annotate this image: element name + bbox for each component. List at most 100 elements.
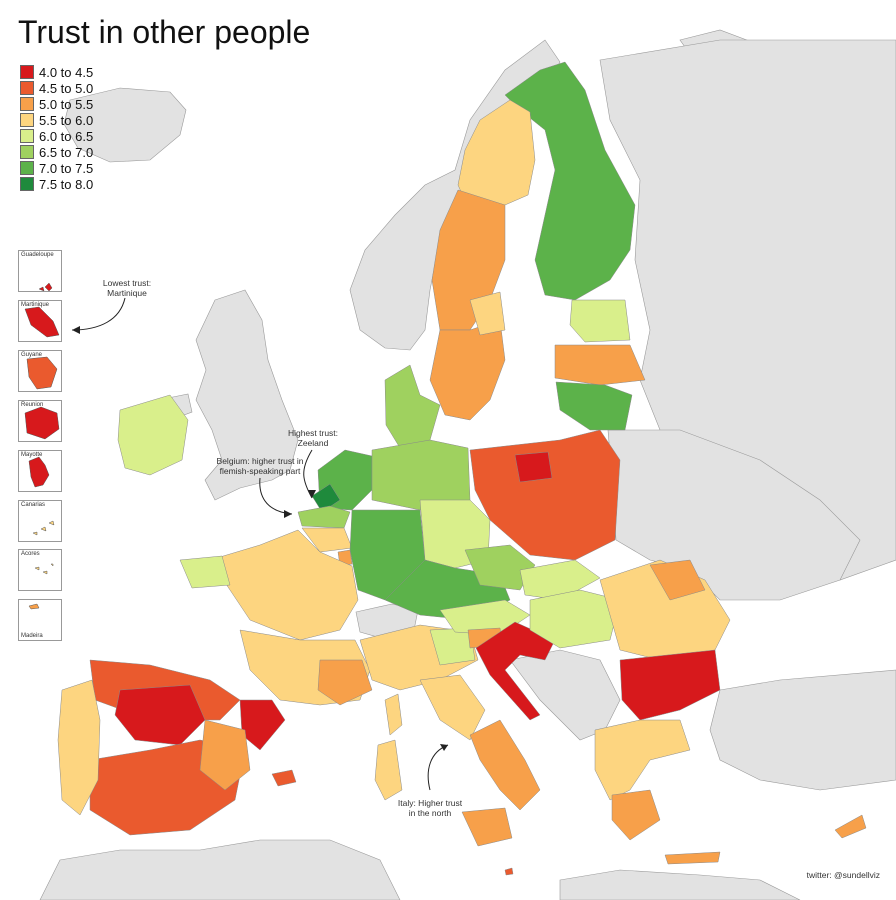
credit: twitter: @sundellviz	[806, 870, 880, 880]
arrow-italy	[427, 744, 449, 791]
sweden-south	[429, 319, 506, 421]
denmark	[384, 364, 441, 449]
inset-label: Guadeloupe	[21, 252, 54, 258]
great-britain	[195, 289, 299, 501]
legend-label: 6.5 to 7.0	[39, 144, 94, 160]
poland	[469, 429, 621, 561]
legend-item: 4.5 to 5.0	[20, 80, 93, 96]
inset-guyane: Guyane	[18, 350, 62, 392]
romania-east	[649, 559, 706, 601]
arrow-heads	[72, 326, 448, 751]
inset-label: Guyane	[21, 352, 43, 358]
arrow-lowest	[71, 297, 126, 331]
ireland	[117, 394, 189, 476]
turkey	[709, 669, 896, 791]
legend: 4.0 to 4.5 4.5 to 5.0 5.0 to 5.5 5.5 to 6.0…	[20, 64, 93, 192]
arrowhead-lowest	[72, 326, 80, 334]
legend-label: 5.0 to 5.5	[39, 96, 94, 112]
italy-south	[469, 719, 541, 811]
spain-east	[199, 719, 251, 791]
finland	[504, 61, 636, 301]
arrowhead-highest	[308, 490, 316, 498]
arrowhead-belgium	[284, 510, 292, 518]
legend-item: 6.0 to 6.5	[20, 128, 93, 144]
legend-item: 6.5 to 7.0	[20, 144, 93, 160]
inset-mayotte: Mayotte	[18, 450, 62, 492]
cyprus	[834, 814, 867, 839]
legend-swatch	[20, 161, 34, 175]
inset-canarias: Canarias	[18, 500, 62, 542]
inset-region	[34, 563, 54, 575]
inset-region	[32, 520, 55, 536]
bretagne	[179, 555, 231, 589]
balkans	[509, 649, 621, 741]
malta	[504, 867, 514, 876]
sicily	[461, 807, 513, 847]
legend-item: 4.0 to 4.5	[20, 64, 93, 80]
greece	[594, 719, 691, 801]
inset-guadeloupe: Guadeloupe	[18, 250, 62, 292]
north-africa-east	[559, 869, 801, 900]
inset-shape	[28, 456, 50, 488]
legend-label: 7.5 to 8.0	[39, 176, 94, 192]
legend-label: 6.0 to 6.5	[39, 128, 94, 144]
legend-swatch	[20, 97, 34, 111]
bulgaria	[619, 649, 721, 721]
iceland	[63, 87, 187, 163]
inset-reunion: Reunion	[18, 400, 62, 442]
italy-center	[419, 674, 486, 741]
legend-swatch	[20, 145, 34, 159]
germany-north	[371, 439, 471, 511]
inset-label: Canarias	[21, 502, 46, 508]
sardinia	[374, 739, 403, 801]
greece-south	[611, 789, 661, 841]
inset-madeira: Madeira	[18, 599, 62, 641]
belgium-flanders	[297, 505, 351, 529]
ukraine-belarus	[607, 429, 861, 601]
france-southeast	[317, 659, 373, 706]
legend-swatch	[20, 177, 34, 191]
stockholm	[469, 291, 506, 336]
sweden-north	[457, 99, 536, 213]
inset-label: Martinique	[21, 302, 50, 308]
annotation-belgium: Belgium: higher trust in flemish-speakin…	[216, 456, 304, 476]
eu-regions	[57, 61, 867, 876]
latvia	[554, 344, 646, 386]
legend-swatch	[20, 65, 34, 79]
legend-label: 5.5 to 6.0	[39, 112, 94, 128]
legend-label: 4.0 to 4.5	[39, 64, 94, 80]
arrow-belgium	[259, 477, 293, 515]
north-africa	[39, 839, 401, 900]
inset-label: Reunion	[21, 402, 44, 408]
non-eu-land	[39, 29, 896, 900]
annotation-lowest: Lowest trust: Martinique	[102, 278, 152, 298]
legend-swatch	[20, 81, 34, 95]
annotation-highest: Highest trust: Zeeland	[287, 428, 339, 448]
inset-region	[24, 306, 60, 338]
map-title: Trust in other people	[18, 14, 311, 50]
arrow-highest	[303, 449, 313, 499]
slovakia	[519, 559, 601, 601]
inset-label: Madeira	[21, 633, 43, 639]
inset-region	[28, 456, 50, 488]
arrowhead-italy	[440, 744, 448, 751]
inset-label: Mayotte	[21, 452, 43, 458]
inset-shape	[34, 563, 54, 575]
inset-shape	[24, 306, 60, 338]
poland-mazowieckie	[514, 451, 553, 483]
legend-label: 4.5 to 5.0	[39, 80, 94, 96]
inset-region	[24, 406, 60, 440]
inset-region	[26, 356, 58, 390]
annotation-italy: Italy: Higher trust in the north	[397, 798, 463, 818]
legend-item: 5.0 to 5.5	[20, 96, 93, 112]
legend-swatch	[20, 113, 34, 127]
balearics	[271, 769, 297, 787]
crete	[664, 851, 721, 865]
inset-region	[28, 603, 40, 610]
legend-item: 5.5 to 6.0	[20, 112, 93, 128]
inset-shape	[38, 282, 53, 292]
inset-shape	[24, 406, 60, 440]
hungary	[529, 589, 621, 649]
inset-martinique: Martinique	[18, 300, 62, 342]
